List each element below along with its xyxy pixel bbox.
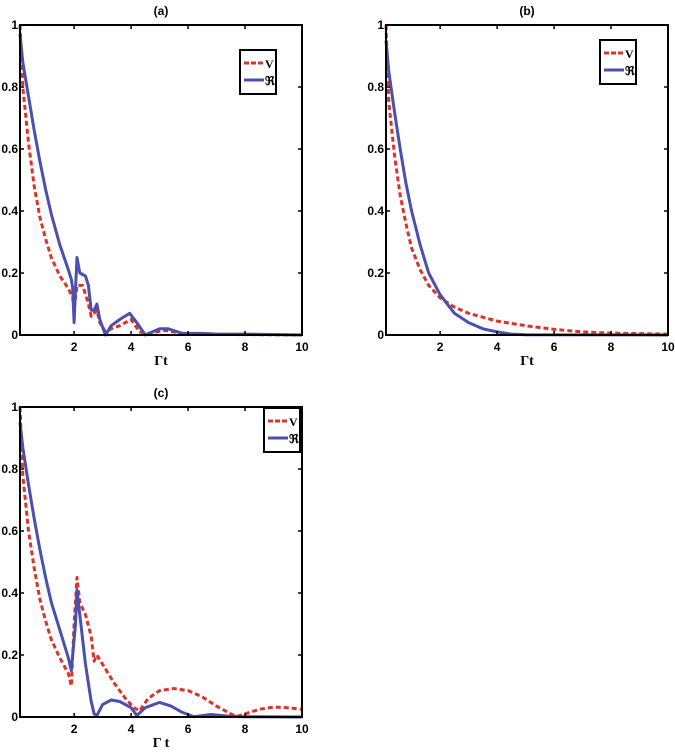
chart-title: (b) [519, 4, 534, 18]
y-tick-label: 0.6 [1, 142, 18, 156]
x-axis-label: Γt [520, 354, 534, 369]
axes-frame [19, 24, 303, 336]
y-tick-label: 0.6 [1, 524, 18, 538]
x-tick-label: 2 [71, 722, 78, 736]
x-tick-label: 10 [295, 340, 309, 354]
y-tick-label: 0.2 [1, 648, 18, 662]
legend-box [263, 407, 301, 453]
y-tick-label: 0.6 [367, 142, 384, 156]
y-tick-label: 0.2 [367, 266, 384, 280]
series-line-r [18, 34, 303, 337]
subplot-c: (c) 2 4 6 8 10 0 0.2 0.4 0.6 0.8 1 Γ t Vℜ [1, 386, 309, 751]
x-tick-label: 2 [71, 340, 78, 354]
y-tick-label: 0 [11, 328, 18, 342]
series-line-r [18, 422, 303, 719]
legend: Vℜ [599, 39, 637, 85]
x-tick-label: 6 [185, 340, 192, 354]
legend-label-r: ℜ [265, 74, 275, 88]
x-tick-label: 6 [551, 340, 558, 354]
legend-label-v: V [289, 415, 298, 429]
legend-box [239, 49, 277, 95]
y-tick-label: 0.4 [1, 204, 18, 218]
y-tick-label: 0.8 [367, 80, 384, 94]
legend-box [599, 39, 637, 85]
legend-label-v: V [265, 57, 274, 71]
y-tick-label: 0 [11, 710, 18, 724]
axes-frame [385, 24, 669, 336]
series-line-v [384, 24, 669, 336]
x-tick-label: 4 [128, 340, 135, 354]
chart-title: (a) [154, 4, 169, 18]
y-tick-label: 0.4 [367, 204, 384, 218]
legend: Vℜ [239, 49, 277, 95]
x-tick-label: 6 [185, 722, 192, 736]
legend-label-r: ℜ [625, 64, 635, 78]
y-tick-label: 0.8 [1, 462, 18, 476]
y-tick-label: 1 [11, 400, 18, 414]
y-tick-label: 0.4 [1, 586, 18, 600]
subplot-a: (a) 2 4 6 8 10 0 0.2 0.4 0.6 0.8 1 Γt Vℜ [1, 4, 309, 369]
x-tick-label: 8 [242, 722, 249, 736]
chart-title: (c) [154, 386, 169, 400]
y-tick-label: 1 [377, 18, 384, 32]
x-axis-label: Γ t [153, 736, 170, 751]
x-tick-label: 2 [437, 340, 444, 354]
x-axis-label: Γt [154, 354, 168, 369]
series-line-r [384, 40, 669, 337]
y-tick-label: 0.2 [1, 266, 18, 280]
x-tick-label: 4 [128, 722, 135, 736]
y-tick-label: 0.8 [1, 80, 18, 94]
axes-frame [19, 406, 303, 718]
x-tick-label: 8 [608, 340, 615, 354]
x-tick-label: 10 [295, 722, 309, 736]
x-tick-label: 8 [242, 340, 249, 354]
series-line-v [18, 406, 303, 718]
legend: Vℜ [263, 407, 301, 453]
x-tick-label: 4 [494, 340, 501, 354]
legend-label-v: V [625, 47, 634, 61]
series-line-v [18, 24, 303, 337]
x-tick-label: 10 [661, 340, 675, 354]
y-tick-label: 1 [11, 18, 18, 32]
legend-label-r: ℜ [289, 432, 299, 446]
subplot-b: (b) 2 4 6 8 10 0 0.2 0.4 0.6 0.8 1 Γt Vℜ [367, 4, 675, 369]
y-tick-label: 0 [377, 328, 384, 342]
